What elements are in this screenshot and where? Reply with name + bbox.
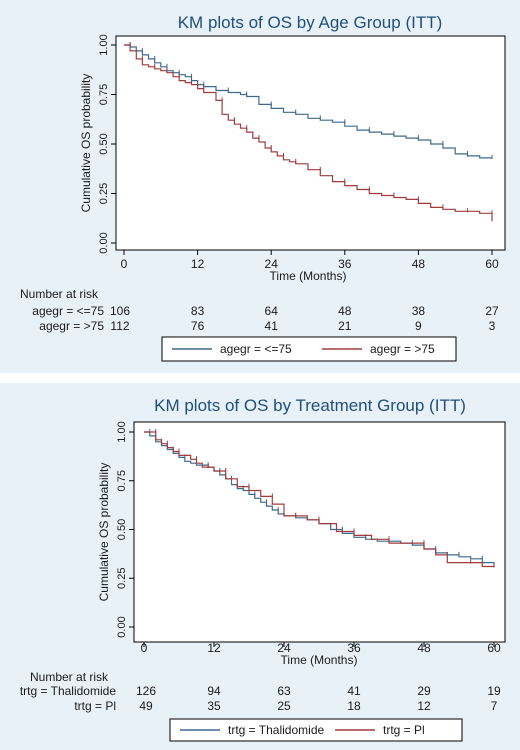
x-tick-label: 24 bbox=[277, 641, 291, 655]
risk-count: 112 bbox=[110, 319, 129, 333]
risk-count: 106 bbox=[110, 304, 130, 318]
risk-count: 41 bbox=[265, 319, 279, 333]
risk-count: 49 bbox=[139, 699, 153, 713]
risk-count: 63 bbox=[277, 684, 291, 698]
risk-count: 76 bbox=[191, 319, 205, 333]
risk-count: 27 bbox=[485, 304, 499, 318]
risk-count: 41 bbox=[347, 684, 361, 698]
y-tick-label: 0.00 bbox=[116, 616, 128, 637]
legend-label-series-1: agegr = <=75 bbox=[220, 342, 292, 356]
x-axis-label: Time (Months) bbox=[281, 653, 358, 667]
plot-area bbox=[133, 421, 506, 643]
risk-row-label: trtg = Thalidomide bbox=[20, 684, 116, 698]
risk-count: 35 bbox=[207, 699, 221, 713]
risk-count: 38 bbox=[412, 304, 426, 318]
x-tick-label: 0 bbox=[121, 257, 128, 271]
risk-row-label: agegr = >75 bbox=[39, 319, 104, 333]
chart-title: KM plots of OS by Treatment Group (ITT) bbox=[154, 396, 466, 415]
x-tick-label: 0 bbox=[141, 641, 148, 655]
chart-title: KM plots of OS by Age Group (ITT) bbox=[178, 13, 443, 32]
km-curve-series-2 bbox=[124, 44, 493, 222]
chart-panel-treatment-group: KM plots of OS by Treatment Group (ITT) 0… bbox=[0, 383, 520, 750]
risk-count: 48 bbox=[338, 304, 352, 318]
x-tick-label: 60 bbox=[487, 641, 501, 655]
risk-count: 94 bbox=[207, 684, 221, 698]
y-tick-label: 1.00 bbox=[98, 34, 110, 55]
legend-label-series-2: trtg = Pl bbox=[383, 723, 425, 737]
risk-count: 83 bbox=[191, 304, 205, 318]
x-tick-label: 48 bbox=[412, 257, 426, 271]
chart-panel-age-group: KM plots of OS by Age Group (ITT) 0.00 0.2… bbox=[0, 0, 520, 373]
chart-canvas: KM plots of OS by Age Group (ITT) 0.00 0.2… bbox=[20, 13, 506, 362]
x-tick-label: 60 bbox=[485, 257, 499, 271]
risk-count: 9 bbox=[415, 319, 422, 333]
y-tick-label: 1.00 bbox=[116, 421, 128, 442]
risk-count: 21 bbox=[338, 319, 352, 333]
km-curve-series-1 bbox=[144, 431, 495, 567]
y-tick-label: 0.25 bbox=[116, 568, 128, 589]
chart-canvas: KM plots of OS by Treatment Group (ITT) 0… bbox=[20, 396, 506, 742]
km-curve-series-1 bbox=[124, 44, 492, 159]
y-axis-label: Cumulative OS probability bbox=[97, 463, 111, 602]
risk-count: 25 bbox=[277, 699, 291, 713]
x-tick-label: 48 bbox=[417, 641, 431, 655]
risk-count: 64 bbox=[265, 304, 279, 318]
y-tick-label: 0.50 bbox=[98, 133, 110, 154]
y-axis-label: Cumulative OS probability bbox=[79, 74, 93, 213]
x-tick-label: 12 bbox=[191, 257, 205, 271]
y-tick-label: 0.50 bbox=[116, 519, 128, 540]
risk-count: 18 bbox=[347, 699, 361, 713]
risk-count: 126 bbox=[136, 684, 156, 698]
y-tick-label: 0.75 bbox=[116, 470, 128, 491]
y-tick-label: 0.75 bbox=[98, 84, 110, 105]
y-tick-label: 0.25 bbox=[98, 183, 110, 204]
km-chart-treatment-group: KM plots of OS by Treatment Group (ITT) 0… bbox=[20, 396, 506, 742]
risk-count: 7 bbox=[491, 699, 498, 713]
km-chart-age-group: KM plots of OS by Age Group (ITT) 0.00 0.2… bbox=[20, 13, 506, 362]
risk-count: 12 bbox=[417, 699, 431, 713]
legend-box bbox=[169, 718, 463, 742]
plot-area bbox=[115, 35, 506, 251]
x-tick-label: 36 bbox=[338, 257, 352, 271]
risk-table-title: Number at risk bbox=[20, 287, 99, 301]
legend-label-series-1: trtg = Thalidomide bbox=[228, 723, 324, 737]
x-tick-label: 24 bbox=[265, 257, 279, 271]
risk-row-label: agegr = <=75 bbox=[32, 304, 104, 318]
risk-count: 3 bbox=[489, 319, 496, 333]
risk-table-title: Number at risk bbox=[30, 670, 109, 684]
risk-count: 19 bbox=[487, 684, 501, 698]
legend-label-series-2: agegr = >75 bbox=[370, 342, 435, 356]
x-axis-label: Time (Months) bbox=[270, 269, 347, 283]
risk-row-label: trtg = Pl bbox=[74, 699, 116, 713]
x-tick-label: 36 bbox=[347, 641, 361, 655]
risk-count: 29 bbox=[417, 684, 431, 698]
y-tick-label: 0.00 bbox=[98, 232, 110, 253]
x-tick-label: 12 bbox=[207, 641, 221, 655]
